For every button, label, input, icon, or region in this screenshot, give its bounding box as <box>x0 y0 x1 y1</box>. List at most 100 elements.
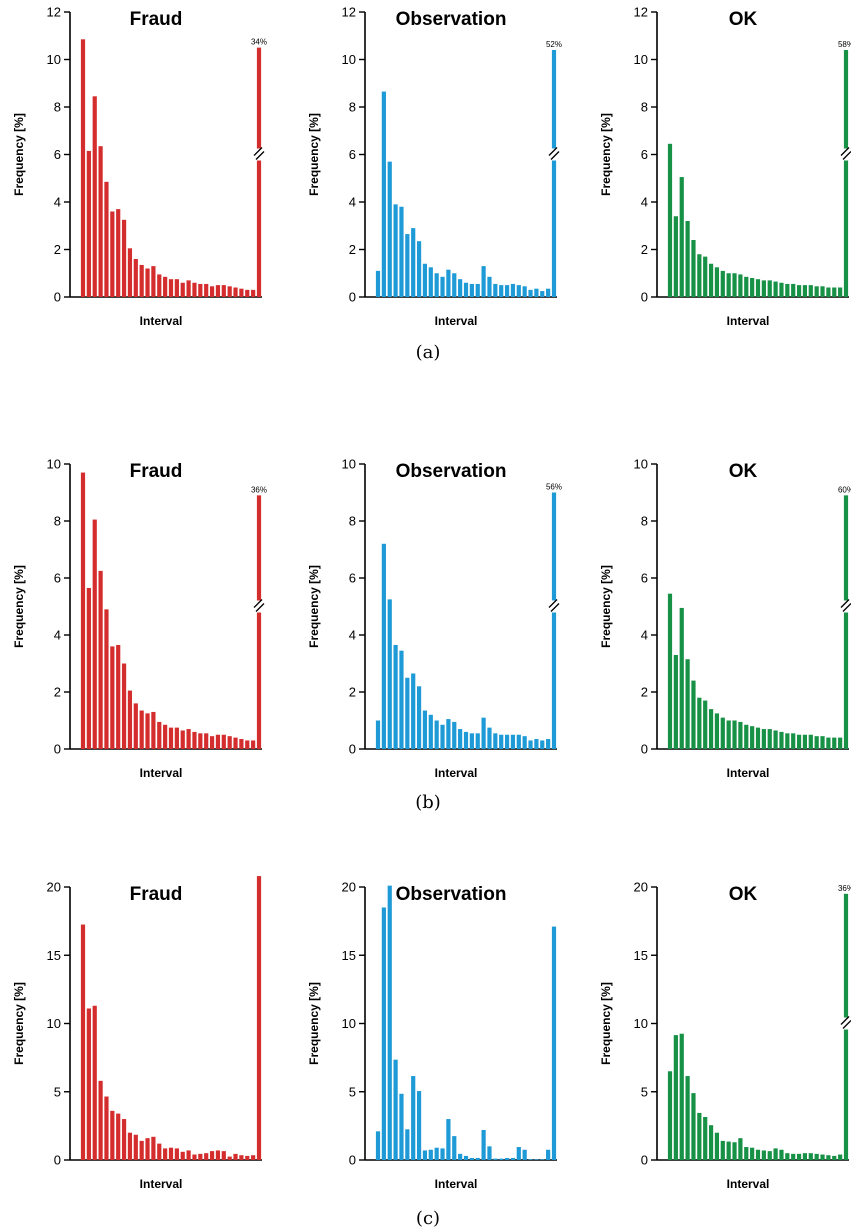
chart-8-bar <box>808 1153 813 1160</box>
chart-4-bar <box>516 734 521 749</box>
chart-3-bar <box>251 740 256 749</box>
chart-1-y-tick-label: 10 <box>342 52 356 67</box>
chart-2-y-tick-label: 12 <box>634 5 648 20</box>
chart-0-bar <box>233 287 238 297</box>
chart-1-bar <box>540 291 545 297</box>
chart-8-y-label: Frequency [%] <box>599 982 613 1065</box>
chart-1-bar <box>399 206 404 297</box>
chart-6-bar <box>151 1136 156 1160</box>
chart-1-bar <box>387 161 392 297</box>
chart-8-bar <box>744 1147 749 1160</box>
chart-8-bar <box>726 1141 731 1160</box>
chart-5-break-mark <box>840 599 850 608</box>
chart-7-bar <box>381 907 386 1160</box>
chart-7-bar <box>375 1131 381 1160</box>
chart-4-bar <box>481 717 486 749</box>
chart-2-bar <box>697 254 702 297</box>
chart-1-x-label: Interval <box>435 314 478 328</box>
chart-0-bar <box>245 289 250 297</box>
chart-8-x-label: Interval <box>727 1177 770 1191</box>
chart-6-bar <box>145 1138 150 1160</box>
chart-4-bar <box>434 720 439 749</box>
chart-6-bar <box>251 1155 256 1160</box>
chart-8-bar <box>679 1033 684 1160</box>
chart-7-bar <box>469 1157 474 1160</box>
chart-3-y-tick-label: 6 <box>54 571 61 586</box>
chart-0-y-tick-label: 12 <box>47 5 61 20</box>
chart-6-bar <box>163 1148 168 1160</box>
chart-5-x-label: Interval <box>727 766 770 780</box>
chart-0-y-label: Frequency [%] <box>12 113 26 196</box>
chart-3-bar <box>110 646 115 749</box>
chart-4-break-mark <box>550 603 560 612</box>
chart-4-bar <box>452 721 457 749</box>
chart-8-break-gap <box>840 1017 851 1030</box>
chart-2-bar <box>691 240 696 297</box>
chart-1-bar <box>487 276 492 297</box>
chart-0-break-gap <box>253 148 265 161</box>
chart-0-bar <box>104 181 109 297</box>
chart-4-bar <box>469 733 474 749</box>
chart-8-bar <box>673 1035 678 1160</box>
chart-4-bar <box>487 727 492 749</box>
chart-1-bar <box>381 91 386 297</box>
chart-2-bar <box>826 287 831 297</box>
chart-8-title: OK <box>729 884 758 905</box>
chart-8-bar <box>732 1142 737 1160</box>
chart-2-bar <box>714 267 720 297</box>
chart-5-bar <box>773 730 778 749</box>
chart-5-y-tick-label: 4 <box>641 628 648 643</box>
chart-7-bar <box>393 1059 398 1160</box>
chart-0-last-bar-label: 34% <box>251 38 267 47</box>
chart-8-bar <box>708 1125 714 1160</box>
chart-3-bar <box>192 731 197 749</box>
chart-6-bar <box>157 1143 162 1160</box>
chart-5-last-bar-label: 60% <box>838 485 851 494</box>
chart-5-bar <box>820 736 825 749</box>
chart-3-bar <box>80 472 86 749</box>
chart-0-bar <box>256 47 262 297</box>
chart-2-bar <box>673 216 678 297</box>
chart-1-bar <box>504 285 510 297</box>
chart-3-y-tick-label: 10 <box>47 457 61 472</box>
chart-0-bar <box>227 286 232 297</box>
chart-0-bar <box>139 264 144 297</box>
chart-2-last-bar-label: 58% <box>838 40 851 49</box>
chart-5-bar <box>726 720 731 749</box>
chart-0-bar <box>168 279 174 297</box>
chart-1-bar <box>469 283 474 297</box>
chart-6-bar <box>239 1155 244 1160</box>
chart-3-bar <box>92 519 97 749</box>
chart-6-bar <box>168 1147 174 1160</box>
chart-4-y-tick-label: 8 <box>349 514 356 529</box>
chart-1-bar <box>499 285 504 297</box>
chart-3-bar <box>221 734 226 749</box>
chart-2-bar <box>838 287 843 297</box>
chart-2-bar <box>755 279 761 297</box>
chart-4-break-gap <box>548 600 560 613</box>
chart-2-bar <box>779 282 784 297</box>
chart-7-y-label: Frequency [%] <box>307 982 321 1065</box>
chart-2-break-mark <box>840 147 850 156</box>
chart-4-bar <box>375 720 381 749</box>
chart-5-y-tick-label: 6 <box>641 571 648 586</box>
chart-3-bar <box>157 721 162 749</box>
chart-7-bar <box>416 1091 422 1160</box>
chart-1-bar <box>481 266 486 297</box>
chart-2-break-gap <box>840 148 851 161</box>
chart-2-bar <box>685 221 690 297</box>
chart-3-y-tick-label: 0 <box>54 742 61 757</box>
chart-4-bar <box>499 734 504 749</box>
chart-8-bar <box>838 1154 843 1160</box>
chart-0-bar <box>86 150 91 297</box>
chart-8-bar <box>691 1093 696 1160</box>
chart-8-y-tick-label: 0 <box>641 1153 648 1168</box>
chart-5-bar <box>673 654 678 749</box>
chart-0-bar <box>221 285 226 297</box>
chart-8-bar <box>826 1155 831 1160</box>
chart-3-break-gap <box>253 600 265 613</box>
chart-2-y-tick-label: 8 <box>641 100 648 115</box>
chart-0-bar <box>180 282 185 297</box>
chart-1-bar <box>458 279 463 297</box>
